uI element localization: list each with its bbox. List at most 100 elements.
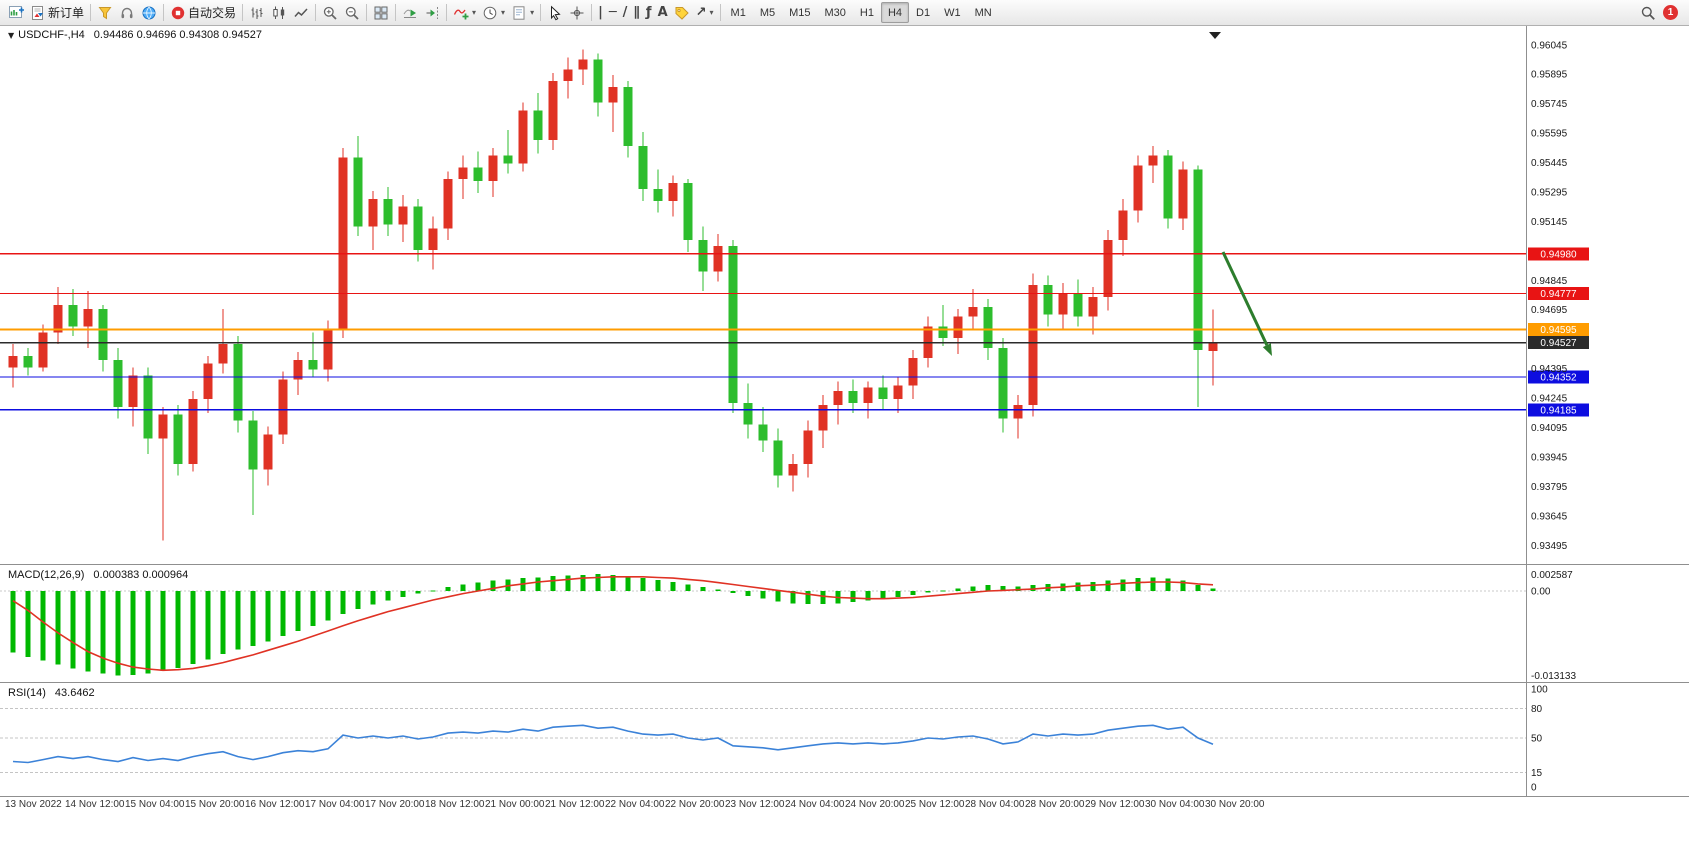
indicators-button[interactable]: ▾ [450, 2, 479, 23]
vertical-line-button[interactable]: | [595, 2, 606, 23]
candlestick-chart-button[interactable] [268, 2, 290, 23]
chevron-down-icon: ▾ [501, 8, 506, 17]
search-icon [1640, 5, 1656, 21]
auto-scroll-button[interactable] [399, 2, 421, 23]
toolbar-separator [315, 4, 317, 21]
macd-label: MACD(12,26,9) [8, 569, 85, 581]
macd-scale-label: 0.00 [1531, 587, 1551, 598]
macd-indicator: 0.002587 0.00 -0.013133 [0, 570, 1576, 682]
time-axis-label: 15 Nov 04:00 [125, 799, 185, 810]
support-button[interactable] [116, 2, 138, 23]
horizontal-line-button[interactable]: ─ [606, 2, 620, 23]
zoom-in-icon [322, 5, 338, 21]
candlestick-series [8, 49, 1218, 541]
new-order-button[interactable]: 新订单 [27, 2, 87, 23]
svg-text:0.94527: 0.94527 [1540, 338, 1577, 349]
timeframe-m15[interactable]: M15 [789, 6, 811, 19]
rsi-line [12, 724, 1214, 764]
price-box-0.94352: 0.94352 [1528, 370, 1589, 384]
price-scale-label: 0.94695 [1531, 305, 1568, 316]
cursor-icon [547, 5, 563, 21]
timeframe-m5[interactable]: M5 [759, 6, 776, 19]
trendline-button[interactable]: / [620, 2, 631, 23]
chart-shift-button[interactable] [421, 2, 443, 23]
toolbar-separator [719, 4, 721, 21]
macd-signal-line [12, 575, 1214, 672]
chart-plus-icon [8, 5, 24, 21]
trend-arrow-annotation[interactable] [1221, 251, 1272, 356]
timeframe-mn[interactable]: MN [974, 6, 992, 19]
periods-button[interactable]: ▾ [479, 2, 508, 23]
price-scale: 0.96045 0.95895 0.95745 0.95595 0.95445 0.952… [1531, 40, 1568, 552]
time-axis-label: 21 Nov 00:00 [485, 799, 545, 810]
rsi-scale-label: 0 [1531, 783, 1537, 794]
new-chart-button[interactable] [5, 2, 27, 23]
templates-button[interactable]: ▾ [508, 2, 537, 23]
zoom-in-button[interactable] [319, 2, 341, 23]
chevron-down-icon: ▾ [530, 8, 535, 17]
price-box-0.94980: 0.94980 [1528, 247, 1589, 261]
rsi-indicator: 100 80 50 15 0 [0, 685, 1548, 794]
time-axis-label: 24 Nov 20:00 [845, 799, 905, 810]
timeframe-h1[interactable]: H1 [859, 6, 874, 19]
toolbar-separator [242, 4, 244, 21]
cursor-button[interactable] [544, 2, 566, 23]
price-scale-label: 0.94845 [1531, 276, 1568, 287]
rsi-panel-title: RSI(14) 43.6462 [8, 687, 95, 699]
autotrading-icon [170, 5, 186, 21]
crosshair-icon [569, 5, 585, 21]
chart-shift-marker-icon[interactable] [1209, 32, 1221, 39]
tile-windows-button[interactable] [370, 2, 392, 23]
svg-text:0.94595: 0.94595 [1540, 325, 1577, 336]
line-chart-button[interactable] [290, 2, 312, 23]
timeframe-m1[interactable]: M1 [730, 6, 746, 19]
macd-panel-title: MACD(12,26,9) 0.000383 0.000964 [8, 569, 188, 581]
toolbar-separator [366, 4, 368, 21]
toolbar-separator [90, 4, 92, 21]
timeframe-d1[interactable]: D1 [916, 6, 931, 19]
notification-badge[interactable]: 1 [1663, 5, 1678, 20]
fibonacci-icon: ƒ [645, 5, 652, 20]
funnel-icon [97, 5, 113, 21]
text-label-button[interactable] [671, 2, 693, 23]
time-axis-label: 15 Nov 20:00 [185, 799, 245, 810]
text-icon: A [657, 5, 668, 20]
timeframe-m30[interactable]: M30 [824, 6, 846, 19]
timeframe-w1[interactable]: W1 [944, 6, 961, 19]
zoom-out-button[interactable] [341, 2, 363, 23]
arrows-button[interactable]: ↗ ▾ [693, 2, 717, 23]
price-scale-label: 0.96045 [1531, 40, 1568, 51]
macd-values: 0.000383 0.000964 [93, 569, 189, 581]
autotrading-button[interactable]: 自动交易 [167, 2, 239, 23]
search-button[interactable] [1637, 2, 1659, 23]
price-box-0.94185: 0.94185 [1528, 403, 1589, 417]
new-order-label: 新订单 [48, 6, 85, 20]
equidistant-channel-button[interactable]: ∥ [630, 2, 643, 23]
rsi-label: RSI(14) [8, 687, 46, 699]
metaeditor-button[interactable] [94, 2, 116, 23]
price-scale-label: 0.95745 [1531, 99, 1568, 110]
price-scale-label: 0.95295 [1531, 187, 1568, 198]
main-toolbar: 新订单 自动交易 ▾ ▾ ▾ | ─ / ∥ ƒ A ↗ ▾ M1 M5 M15 M30 H1 H4 D1 W1 MN 1 [0, 0, 1689, 26]
chart-canvas[interactable]: 0.94980 0.94777 0.94595 0.94527 0.94352 0.941… [0, 26, 1689, 862]
horizontal-line-icon: ─ [608, 5, 617, 20]
price-scale-label: 0.93495 [1531, 541, 1568, 552]
indicator-plus-icon [453, 5, 469, 21]
macd-scale-label: -0.013133 [1531, 671, 1576, 682]
vertical-line-icon: | [598, 5, 603, 20]
crosshair-button[interactable] [566, 2, 588, 23]
timeframe-h4[interactable]: H4 [880, 2, 910, 23]
time-axis-label: 16 Nov 12:00 [245, 799, 305, 810]
time-axis-label: 30 Nov 20:00 [1205, 799, 1265, 810]
time-axis-label: 13 Nov 2022 [5, 799, 62, 810]
chart-title: ▼ USDCHF-,H4 0.94486 0.94696 0.94308 0.945… [8, 29, 262, 41]
line-icon [293, 5, 309, 21]
one-click-trading-icon[interactable]: ▼ [8, 31, 15, 40]
chevron-down-icon: ▾ [709, 8, 714, 17]
bar-chart-button[interactable] [246, 2, 268, 23]
macd-scale-label: 0.002587 [1531, 570, 1573, 581]
price-box-0.94777: 0.94777 [1528, 287, 1589, 301]
fibonacci-button[interactable]: ƒ [643, 2, 655, 23]
text-button[interactable]: A [655, 2, 671, 23]
community-button[interactable] [138, 2, 160, 23]
